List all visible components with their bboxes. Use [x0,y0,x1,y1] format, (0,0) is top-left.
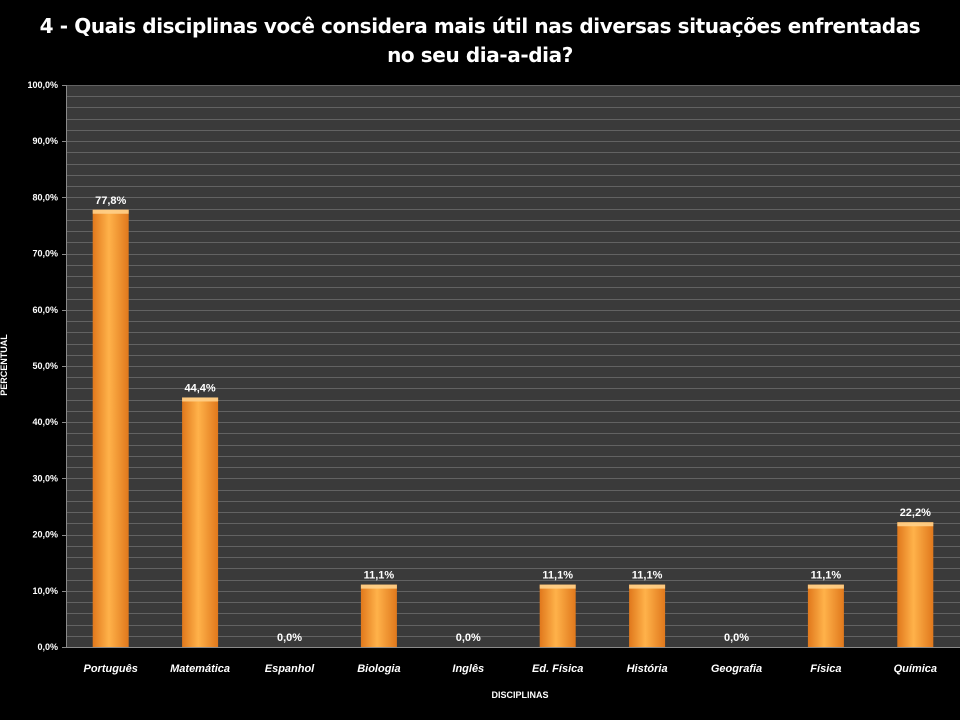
y-tick-label: 50,0% [32,361,58,371]
data-label: 0,0% [456,632,481,644]
x-tick-label: Espanhol [265,663,315,675]
bar-top [182,397,219,402]
bar [897,522,934,647]
bar [629,584,666,647]
chart-title-line-2: no seu dia-a-dia? [387,43,573,67]
x-tick-label: Biologia [357,663,400,675]
x-tick-label: Ed. Física [532,663,583,675]
x-tick-label: Física [810,663,841,675]
x-tick-label: Geografia [711,663,762,675]
y-tick-label: 0,0% [37,642,58,652]
data-label: 11,1% [364,570,395,582]
y-axis-title: PERCENTUAL [0,334,9,396]
x-tick-label: Inglês [452,663,484,675]
data-label: 77,8% [95,195,126,207]
chart-title-line-1: 4 - Quais disciplinas você considera mai… [39,14,921,38]
y-tick-label: 20,0% [32,530,58,540]
bar [539,584,576,647]
data-label: 11,1% [632,570,663,582]
data-label: 44,4% [184,382,215,394]
y-tick-label: 90,0% [32,136,58,146]
bar-top [360,584,397,589]
bar-top [539,584,576,589]
y-tick-label: 40,0% [32,417,58,427]
x-tick-label: Matemática [170,663,230,675]
bar-top [92,209,129,214]
y-tick-label: 30,0% [32,473,58,483]
bar [182,397,219,647]
x-tick-label: História [627,663,668,675]
data-label: 11,1% [811,570,842,582]
data-label: 22,2% [900,507,931,519]
x-axis-title: DISCIPLINAS [491,690,549,700]
y-tick-label: 60,0% [32,305,58,315]
chart-title: 4 - Quais disciplinas você considera mai… [0,12,960,70]
data-label: 11,1% [542,570,573,582]
bar-top [807,584,844,589]
data-label: 0,0% [277,632,302,644]
y-tick-label: 10,0% [32,586,58,596]
bar-top [897,522,934,527]
bar-top [629,584,666,589]
bar [807,584,844,647]
bar [360,584,397,647]
x-tick-label: Química [894,663,937,675]
y-tick-label: 80,0% [32,192,58,202]
y-tick-label: 70,0% [32,249,58,259]
data-label: 0,0% [724,632,749,644]
x-tick-label: Português [83,663,137,675]
y-tick-label: 100,0% [27,80,58,90]
bar [92,209,129,647]
